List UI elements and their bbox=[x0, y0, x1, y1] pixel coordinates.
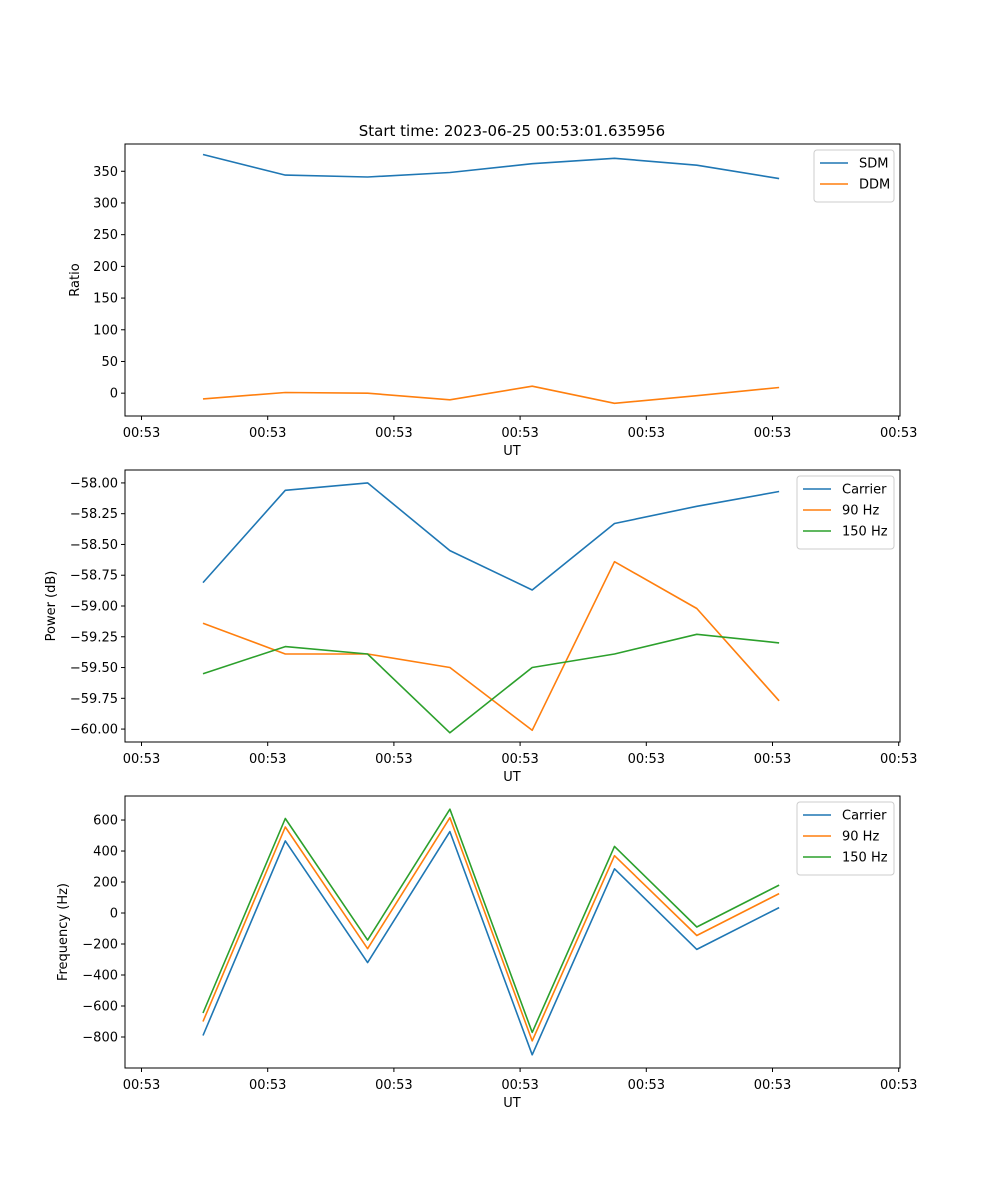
x-axis-label: UT bbox=[503, 444, 521, 459]
figure-title: Start time: 2023-06-25 00:53:01.635956 bbox=[359, 122, 665, 140]
y-tick-label: 250 bbox=[93, 228, 118, 243]
legend: Carrier 90 Hz 150 Hz bbox=[796, 801, 895, 876]
y-tick-label: 200 bbox=[93, 876, 118, 891]
x-tick-label: 00:53 bbox=[249, 1078, 286, 1093]
y-tick-label: 350 bbox=[93, 165, 118, 180]
y-tick-label: −60.00 bbox=[70, 723, 118, 738]
series-line-sdm bbox=[202, 153, 780, 180]
series-line-150-hz bbox=[202, 808, 780, 1034]
y-tick-label: −59.00 bbox=[70, 600, 118, 615]
series-line-carrier bbox=[202, 830, 780, 1056]
y-tick-label: −600 bbox=[82, 1000, 118, 1015]
series-line-carrier bbox=[202, 482, 780, 591]
y-tick-label: 300 bbox=[93, 196, 118, 211]
legend-entry: 90 Hz bbox=[842, 504, 879, 519]
x-tick-label: 00:53 bbox=[123, 752, 160, 767]
y-tick-label: −400 bbox=[82, 969, 118, 984]
y-tick-label: 400 bbox=[93, 845, 118, 860]
x-tick-label: 00:53 bbox=[628, 752, 665, 767]
y-tick-label: 50 bbox=[101, 355, 118, 370]
axes-frame bbox=[124, 469, 901, 743]
legend-entry: Carrier bbox=[842, 483, 887, 498]
legend-entry: 90 Hz bbox=[842, 830, 879, 845]
y-axis-label: Ratio bbox=[68, 263, 83, 296]
x-tick-label: 00:53 bbox=[501, 1078, 538, 1093]
x-tick-label: 00:53 bbox=[628, 426, 665, 441]
x-tick-label: 00:53 bbox=[123, 426, 160, 441]
plots-container: 00:5300:5300:5300:5300:5300:5300:5300:54… bbox=[44, 143, 917, 1111]
y-axis-label: Power (dB) bbox=[44, 571, 59, 642]
y-tick-label: 100 bbox=[93, 323, 118, 338]
y-tick-label: −200 bbox=[82, 938, 118, 953]
x-tick-label: 00:53 bbox=[880, 426, 917, 441]
x-tick-label: 00:53 bbox=[754, 426, 791, 441]
chart-panel-3: 00:5300:5300:5300:5300:5300:5300:5300:54… bbox=[56, 795, 917, 1111]
series-line-90-hz bbox=[202, 816, 780, 1042]
x-tick-label: 00:53 bbox=[249, 752, 286, 767]
y-tick-label: −58.75 bbox=[70, 569, 118, 584]
axes-frame bbox=[124, 143, 901, 417]
legend-entry: DDM bbox=[859, 178, 890, 193]
legend-entry: 150 Hz bbox=[842, 525, 888, 540]
x-tick-label: 00:53 bbox=[754, 1078, 791, 1093]
y-tick-label: 200 bbox=[93, 260, 118, 275]
legend-entry: Carrier bbox=[842, 809, 887, 824]
x-tick-label: 00:53 bbox=[628, 1078, 665, 1093]
x-tick-label: 00:53 bbox=[880, 1078, 917, 1093]
y-tick-label: −58.25 bbox=[70, 507, 118, 522]
legend: SDM DDM bbox=[813, 149, 895, 203]
series-line-ddm bbox=[202, 385, 780, 405]
y-tick-label: −58.00 bbox=[70, 476, 118, 491]
x-tick-label: 00:53 bbox=[123, 1078, 160, 1093]
chart-panel-1: 00:5300:5300:5300:5300:5300:5300:5300:54… bbox=[68, 143, 917, 459]
x-tick-label: 00:53 bbox=[375, 426, 412, 441]
series-line-90-hz bbox=[202, 560, 780, 732]
y-tick-label: −58.50 bbox=[70, 538, 118, 553]
y-tick-label: −800 bbox=[82, 1031, 118, 1046]
series-line-150-hz bbox=[202, 633, 780, 734]
chart-panel-2: 00:5300:5300:5300:5300:5300:5300:5300:54… bbox=[44, 469, 917, 785]
legend: Carrier 90 Hz 150 Hz bbox=[796, 475, 895, 550]
x-tick-label: 00:53 bbox=[501, 426, 538, 441]
y-tick-label: −59.75 bbox=[70, 692, 118, 707]
y-tick-label: 0 bbox=[110, 907, 118, 922]
y-tick-label: −59.50 bbox=[70, 661, 118, 676]
x-tick-label: 00:53 bbox=[880, 752, 917, 767]
y-axis-label: Frequency (Hz) bbox=[56, 883, 71, 981]
y-tick-label: 0 bbox=[110, 387, 118, 402]
legend-entry: 150 Hz bbox=[842, 851, 888, 866]
y-tick-label: −59.25 bbox=[70, 630, 118, 645]
x-tick-label: 00:53 bbox=[754, 752, 791, 767]
axes-frame bbox=[124, 795, 901, 1069]
x-tick-label: 00:53 bbox=[375, 1078, 412, 1093]
x-tick-label: 00:53 bbox=[249, 426, 286, 441]
x-tick-label: 00:53 bbox=[375, 752, 412, 767]
legend-entry: SDM bbox=[859, 157, 888, 172]
x-axis-label: UT bbox=[503, 770, 521, 785]
y-tick-label: 150 bbox=[93, 292, 118, 307]
x-axis-label: UT bbox=[503, 1096, 521, 1111]
x-tick-label: 00:53 bbox=[501, 752, 538, 767]
y-tick-label: 600 bbox=[93, 814, 118, 829]
